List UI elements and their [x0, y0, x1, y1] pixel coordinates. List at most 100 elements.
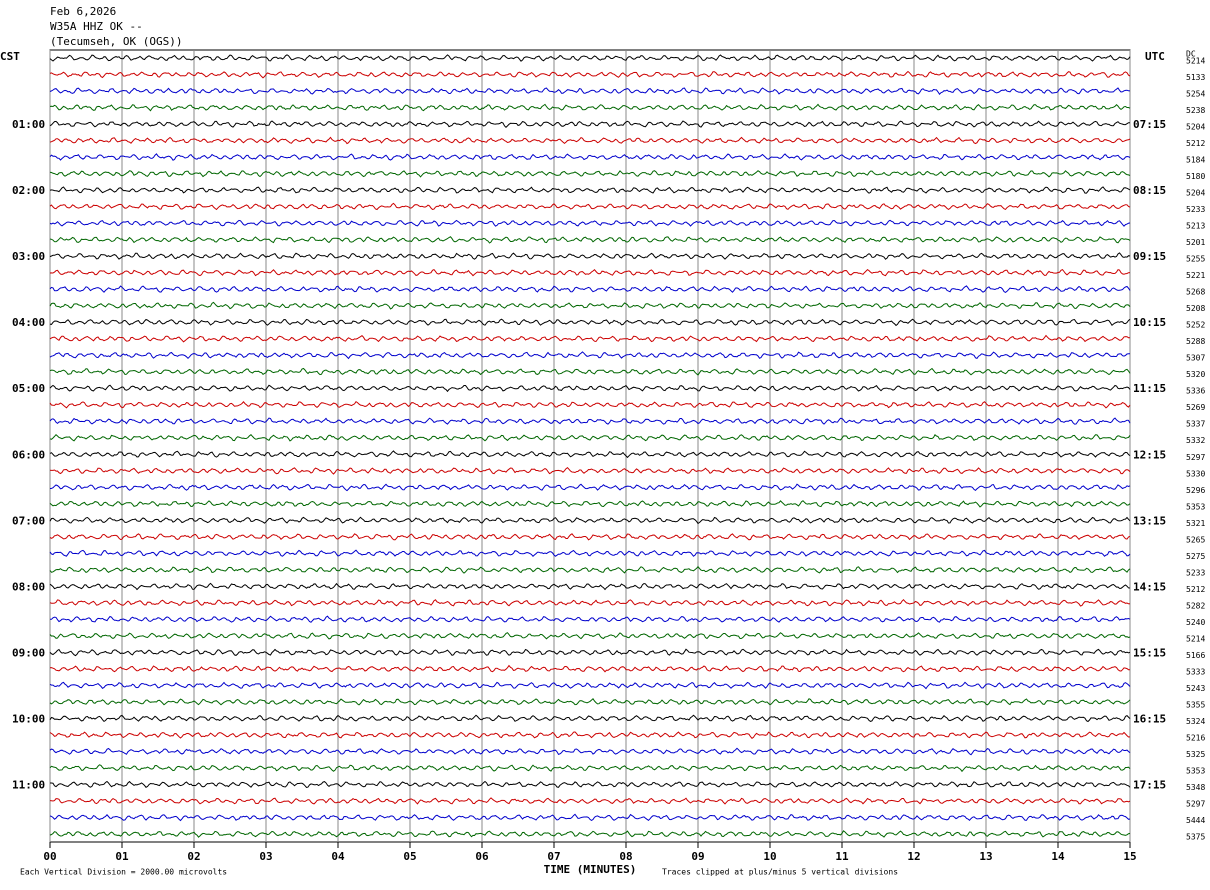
plot-frame	[49, 49, 1131, 843]
dc-value: 5321	[1186, 519, 1205, 528]
dc-value: 5296	[1186, 486, 1205, 495]
dc-value: 5204	[1186, 189, 1205, 198]
dc-value: 5212	[1186, 585, 1205, 594]
dc-value: 5307	[1186, 354, 1205, 363]
trace	[49, 252, 1131, 260]
dc-value: 5214	[1186, 57, 1205, 66]
date: Feb 6,2026	[50, 5, 116, 18]
grid	[49, 49, 1131, 848]
dc-value: 5297	[1186, 799, 1205, 808]
trace	[49, 318, 1131, 327]
trace	[49, 268, 1131, 277]
utc-label: 12:15	[1133, 448, 1166, 461]
dc-value: 5288	[1186, 337, 1205, 346]
trace	[49, 698, 1131, 706]
dc-value: 5255	[1186, 255, 1205, 264]
cst-title: CST	[0, 50, 20, 63]
dc-value: 5375	[1186, 833, 1205, 842]
x-tick-label: 00	[43, 850, 56, 863]
dc-value: 5221	[1186, 271, 1205, 280]
dc-value: 5325	[1186, 750, 1205, 759]
trace	[49, 202, 1131, 211]
dc-value: 5265	[1186, 535, 1205, 544]
trace	[49, 467, 1131, 475]
trace	[49, 219, 1131, 227]
dc-value: 5282	[1186, 601, 1205, 610]
dc-value: 5252	[1186, 321, 1205, 330]
dc-value: 5330	[1186, 469, 1205, 478]
utc-label: 15:15	[1133, 646, 1166, 659]
trace	[49, 450, 1131, 459]
x-tick-label: 06	[475, 850, 489, 863]
trace	[49, 236, 1131, 244]
dc-value: 5353	[1186, 502, 1205, 511]
trace	[50, 615, 1131, 623]
dc-value: 5166	[1186, 651, 1205, 660]
dc-value: 5297	[1186, 453, 1205, 462]
utc-label: 07:15	[1133, 118, 1166, 131]
x-tick-label: 11	[835, 850, 849, 863]
dc-value: 5324	[1186, 717, 1205, 726]
x-tick-label: 13	[979, 850, 992, 863]
trace	[49, 170, 1131, 178]
cst-label: 11:00	[12, 778, 45, 791]
trace	[49, 334, 1131, 343]
trace	[49, 54, 1131, 62]
trace	[49, 681, 1131, 690]
trace	[49, 367, 1131, 376]
traces	[49, 54, 1131, 838]
dc-value: 5336	[1186, 387, 1205, 396]
utc-label: 09:15	[1133, 250, 1166, 263]
trace	[49, 153, 1131, 161]
dc-value: 5275	[1186, 552, 1205, 561]
trace	[49, 285, 1131, 293]
x-tick-label: 07	[547, 850, 560, 863]
cst-label: 06:00	[12, 448, 45, 461]
trace	[49, 70, 1131, 79]
x-tick-label: 05	[403, 850, 416, 863]
x-axis-title: TIME (MINUTES)	[544, 863, 637, 876]
dc-title: DC	[1186, 50, 1196, 59]
x-tick-label: 04	[331, 850, 345, 863]
trace	[49, 136, 1131, 145]
dc-value: 5204	[1186, 123, 1205, 132]
trace	[49, 301, 1131, 310]
utc-title: UTC	[1145, 50, 1165, 63]
x-tick-label: 14	[1051, 850, 1065, 863]
cst-label: 02:00	[12, 184, 45, 197]
station: W35A HHZ OK --	[50, 20, 143, 33]
dc-value: 5320	[1186, 370, 1205, 379]
cst-label: 05:00	[12, 382, 45, 395]
cst-label: 03:00	[12, 250, 45, 263]
dc-value: 5180	[1186, 172, 1205, 181]
x-tick-label: 03	[259, 850, 272, 863]
utc-label: 17:15	[1133, 778, 1166, 791]
trace	[49, 747, 1131, 756]
utc-label: 13:15	[1133, 514, 1166, 527]
trace	[49, 500, 1131, 508]
dc-value: 5355	[1186, 700, 1205, 709]
dc-value: 5212	[1186, 139, 1205, 148]
trace	[49, 797, 1131, 805]
cst-label: 08:00	[12, 580, 45, 593]
trace	[49, 582, 1131, 591]
trace	[49, 401, 1131, 409]
x-tick-label: 10	[763, 850, 776, 863]
trace	[49, 813, 1131, 822]
trace	[49, 120, 1131, 128]
trace	[49, 714, 1131, 723]
trace	[49, 384, 1131, 393]
dc-value: 5337	[1186, 420, 1205, 429]
utc-label: 16:15	[1133, 712, 1166, 725]
trace	[49, 483, 1131, 492]
scale-note: Each Vertical Division = 2000.00 microvo…	[20, 868, 227, 877]
dc-value: 5201	[1186, 238, 1205, 247]
cst-label: 01:00	[12, 118, 45, 131]
dc-value: 5240	[1186, 618, 1205, 627]
trace	[49, 731, 1131, 739]
x-tick-label: 15	[1123, 850, 1136, 863]
trace	[49, 549, 1131, 558]
cst-label: 07:00	[12, 514, 45, 527]
dc-value: 5332	[1186, 436, 1205, 445]
trace	[49, 516, 1131, 525]
